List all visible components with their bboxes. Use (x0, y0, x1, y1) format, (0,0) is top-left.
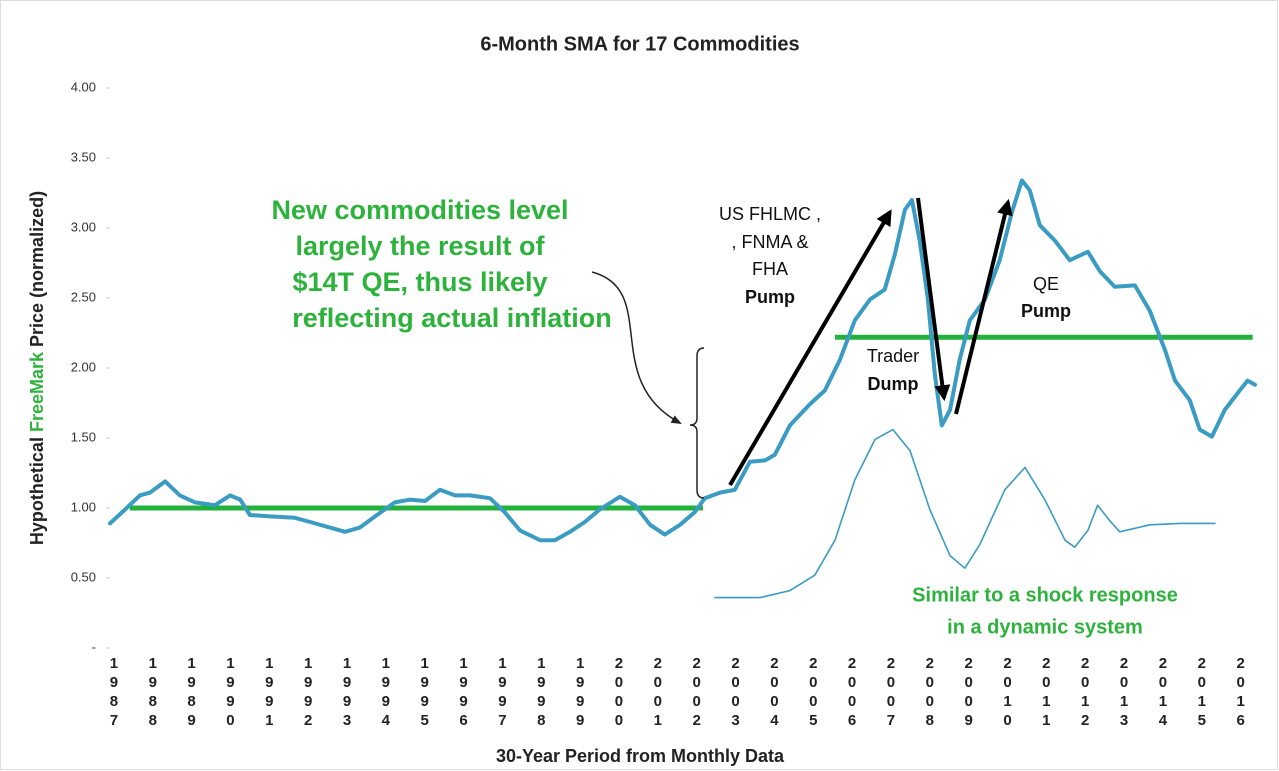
x-tick-label: 1992 (303, 655, 313, 729)
x-tick-label: 2000 (614, 655, 624, 729)
x-tick-label: 1999 (575, 655, 585, 729)
pump-arrow (728, 209, 892, 487)
x-tick-label: 2004 (770, 655, 779, 729)
note-line: New commodities level (271, 195, 568, 225)
x-tick-label: 2003 (731, 655, 740, 729)
series-line (714, 428, 1216, 599)
note-line: largely the result of (295, 231, 545, 261)
dump-arrow (916, 197, 951, 402)
series-line (108, 178, 1257, 543)
x-tick-label: 2010 (1003, 655, 1012, 729)
note-line: QE (1033, 274, 1059, 294)
x-tick-label: 1996 (459, 655, 468, 729)
note-emphasis: Pump (1021, 301, 1071, 321)
y-axis-label: Hypothetical FreeMark Price (normalized) (27, 191, 47, 545)
x-tick-label: 2011 (1042, 655, 1051, 729)
y-tick-label: 3.50 (71, 149, 96, 164)
chart-title: 6-Month SMA for 17 Commodities (480, 33, 799, 55)
note-line: , FNMA & (731, 232, 808, 252)
y-tick-label: 4.00 (71, 79, 96, 94)
y-label-part: Hypothetical (27, 437, 47, 545)
x-tick-label: 1987 (109, 655, 119, 729)
callout-arrow (591, 271, 682, 424)
y-tick-label: 3.00 (71, 219, 96, 234)
x-tick-label: 2013 (1119, 655, 1129, 729)
y-label-highlight: FreeMark (27, 351, 47, 432)
trader-note: Trader Dump (867, 346, 919, 394)
note-line: reflecting actual inflation (292, 303, 612, 333)
x-tick-label: 1994 (381, 655, 391, 729)
note-line: FHA (752, 259, 788, 279)
x-tick-label: 1993 (342, 655, 352, 729)
x-tick-label: 2001 (653, 655, 662, 729)
x-tick-label: 1989 (187, 655, 196, 729)
gse-note: US FHLMC , , FNMA & FHA Pump (719, 204, 821, 307)
note-line: in a dynamic system (947, 616, 1143, 638)
x-tick-label: 1988 (148, 655, 157, 729)
x-tick-label: 1997 (498, 655, 507, 729)
y-tick-label: - (92, 639, 96, 654)
qe-note: QE Pump (1021, 274, 1071, 321)
y-tick-label: 1.00 (71, 499, 96, 514)
y-tick-label: 0.50 (71, 569, 96, 584)
y-label-part: Price (normalized) (27, 191, 47, 347)
note-line: Similar to a shock response (912, 584, 1178, 606)
x-tick-label: 2007 (886, 655, 896, 729)
inflation-note: New commodities level largely the result… (271, 195, 611, 333)
pump-arrow (954, 198, 1013, 415)
x-tick-label: 2009 (964, 655, 973, 729)
x-tick-label: 2015 (1197, 655, 1206, 729)
x-tick-label: 2012 (1081, 655, 1090, 729)
x-tick-label: 1990 (226, 655, 235, 729)
x-tick-label: 2005 (809, 655, 818, 729)
x-tick-label: 2016 (1236, 655, 1245, 729)
x-tick-label: 2014 (1158, 655, 1168, 729)
plot: - 0.50 1.00 1.50 2.00 2.50 3.00 3.50 4.00 (71, 79, 1257, 654)
y-tick-label: 2.50 (71, 289, 96, 304)
x-tick-label: 2006 (847, 655, 857, 729)
x-axis-label: 30-Year Period from Monthly Data (496, 746, 785, 766)
note-line: US FHLMC , (719, 204, 821, 224)
brace (689, 347, 705, 499)
note-line: Trader (867, 346, 919, 366)
x-tick-label: 2002 (692, 655, 701, 729)
y-tick-label: 1.50 (71, 429, 96, 444)
y-tick-label: 2.00 (71, 359, 96, 374)
shock-note: Similar to a shock response in a dynamic… (912, 584, 1178, 638)
note-emphasis: Dump (868, 374, 919, 394)
note-line: $14T QE, thus likely (292, 267, 547, 297)
note-emphasis: Pump (745, 287, 795, 307)
x-tick-label: 1998 (537, 655, 546, 729)
x-tick-label: 1991 (265, 655, 274, 729)
x-tick-label: 2008 (925, 655, 934, 729)
x-tick-label: 1995 (420, 655, 429, 729)
arrows (728, 197, 1013, 487)
